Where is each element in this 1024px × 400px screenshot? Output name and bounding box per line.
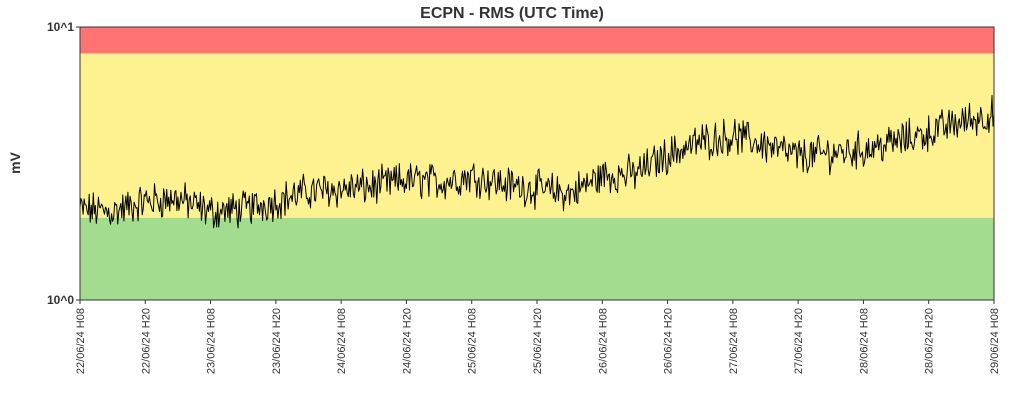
threshold-bands xyxy=(80,27,994,300)
series-layer xyxy=(79,95,995,229)
y-ticks: 10^0 10^1 xyxy=(47,20,80,307)
band-red xyxy=(80,27,994,54)
x-tick-label: 29/06/24 H08 xyxy=(989,308,1001,374)
band-green xyxy=(80,217,994,300)
x-tick-label: 26/06/24 H08 xyxy=(597,308,609,374)
x-tick-label: 28/06/24 H20 xyxy=(924,308,936,374)
chart-title: ECPN - RMS (UTC Time) xyxy=(420,5,604,22)
x-tick-label: 28/06/24 H08 xyxy=(858,308,870,374)
x-tick-label: 22/06/24 H20 xyxy=(140,308,152,374)
x-tick-label: 27/06/24 H20 xyxy=(793,308,805,374)
series-line xyxy=(79,95,995,229)
x-ticks: 22/06/24 H08 22/06/24 H20 23/06/24 H08 23/0… xyxy=(75,300,1001,374)
x-tick-label: 23/06/24 H20 xyxy=(271,308,283,374)
x-tick-label: 24/06/24 H20 xyxy=(401,308,413,374)
y-axis-label: mV xyxy=(7,151,23,173)
y-tick-label: 10^1 xyxy=(47,20,74,34)
x-tick-label: 27/06/24 H08 xyxy=(728,308,740,374)
x-tick-label: 25/06/24 H08 xyxy=(467,308,479,374)
x-tick-label: 22/06/24 H08 xyxy=(75,308,87,374)
x-tick-label: 23/06/24 H08 xyxy=(206,308,218,374)
y-tick-label: 10^0 xyxy=(47,293,74,307)
x-tick-label: 26/06/24 H20 xyxy=(663,308,675,374)
x-tick-label: 25/06/24 H20 xyxy=(532,308,544,374)
x-tick-label: 24/06/24 H08 xyxy=(336,308,348,374)
